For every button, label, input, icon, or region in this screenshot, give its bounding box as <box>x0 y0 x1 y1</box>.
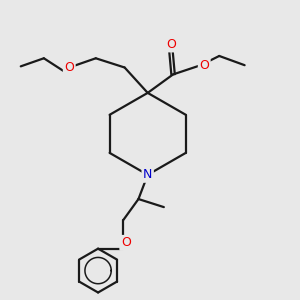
Text: O: O <box>64 61 74 74</box>
Text: O: O <box>121 236 131 249</box>
Text: O: O <box>166 38 176 51</box>
Text: N: N <box>143 168 152 181</box>
Text: O: O <box>199 59 209 72</box>
